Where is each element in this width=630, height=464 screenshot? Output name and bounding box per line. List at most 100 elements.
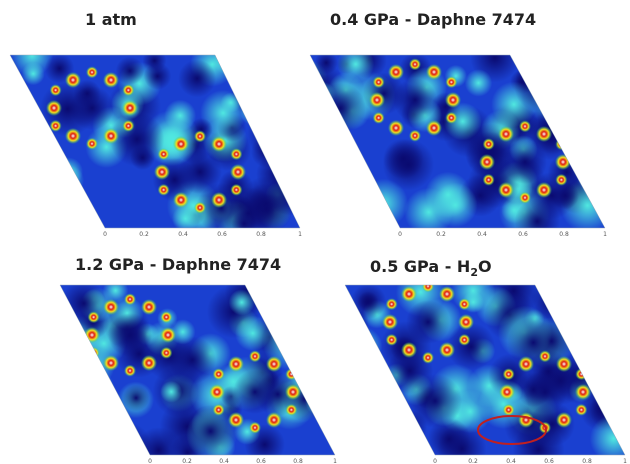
density-peak (50, 84, 62, 96)
ring-dark (233, 370, 277, 414)
density-peak (369, 92, 385, 108)
density-peak (536, 126, 552, 142)
density-blob (581, 69, 624, 112)
panel-title: 0.5 GPa - H2O (370, 257, 492, 279)
density-peak (479, 154, 495, 170)
density-peak (422, 280, 434, 292)
density-blob (278, 72, 321, 115)
density-peak (194, 130, 206, 142)
density-blob (0, 199, 25, 229)
density-blob (597, 302, 630, 353)
x-tick-label: 0 (398, 231, 402, 238)
density-blob (22, 148, 74, 200)
density-peak (65, 72, 81, 88)
x-tick-label: 0.4 (219, 458, 229, 464)
density-blob (392, 436, 416, 460)
density-peak (154, 164, 170, 180)
density-blob (22, 62, 45, 85)
density-peak (426, 64, 442, 80)
x-tick-label: 0 (103, 231, 107, 238)
density-peak (483, 174, 495, 186)
density-peak (556, 412, 572, 428)
density-blob (345, 327, 382, 364)
title-text: O (478, 257, 492, 276)
density-peak (386, 334, 398, 346)
density-peak (103, 299, 119, 315)
x-tick-label: 0.6 (256, 458, 266, 464)
density-peak (46, 100, 62, 116)
density-blob (576, 279, 606, 309)
density-peak (373, 76, 385, 88)
density-blob (144, 62, 172, 90)
density-blob (545, 79, 590, 124)
density-blob (61, 280, 107, 326)
density-blob (540, 58, 590, 108)
density-peak (122, 120, 134, 132)
density-blob (73, 344, 96, 367)
x-tick-label: 0.8 (293, 458, 303, 464)
density-peak (86, 66, 98, 78)
title-text: 0.5 GPa - H (370, 257, 470, 276)
x-tick-label: 0 (433, 458, 437, 464)
density-peak (483, 138, 495, 150)
title-text: 1 atm (85, 10, 137, 29)
density-peak (458, 298, 470, 310)
density-blob (320, 147, 355, 182)
density-peak (519, 120, 531, 132)
density-peak (122, 84, 134, 96)
density-blob (315, 351, 345, 381)
density-blob (61, 375, 97, 411)
panel-title: 1.2 GPa - Daphne 7474 (75, 255, 281, 274)
density-blob (34, 130, 54, 150)
density-peak (388, 64, 404, 80)
density-peak (439, 342, 455, 358)
density-peak (160, 347, 172, 359)
density-peak (173, 136, 189, 152)
density-peak (230, 148, 242, 160)
density-peak (409, 130, 421, 142)
density-blob (330, 401, 381, 452)
density-peak (555, 174, 567, 186)
x-tick-label: 0.8 (256, 231, 266, 238)
ring-dark (406, 300, 450, 344)
figure: 1 atm 0 0.2 0.4 0.6 0.8 1 0.4 GPa - Daphne 7474… (0, 0, 630, 464)
density-blob (38, 399, 91, 452)
density-blob (235, 315, 271, 351)
density-blob (599, 279, 624, 304)
density-blob (276, 106, 320, 150)
density-peak (422, 352, 434, 364)
density-peak (539, 350, 551, 362)
density-peak (266, 412, 282, 428)
density-blob (229, 289, 255, 315)
density-peak (249, 350, 261, 362)
x-tick-label: 1 (623, 458, 627, 464)
density-blob (571, 129, 612, 170)
density-blob (249, 79, 282, 112)
density-blob (3, 165, 48, 210)
density-blob (251, 135, 284, 168)
density-blob (73, 419, 117, 463)
density-blob (260, 101, 305, 146)
density-blob (315, 83, 366, 134)
density-peak (173, 192, 189, 208)
density-peak (409, 58, 421, 70)
x-tick-label: 0.2 (139, 231, 149, 238)
density-blob (264, 36, 311, 83)
density-peak (141, 355, 157, 371)
panel-title: 0.4 GPa - Daphne 7474 (330, 10, 536, 29)
density-peak (160, 311, 172, 323)
density-blob (339, 363, 390, 414)
density-peak (103, 128, 119, 144)
density-blob (582, 332, 615, 365)
x-tick-label: 0 (148, 458, 152, 464)
panel: 0.4 GPa - Daphne 747400.20.40.60.81 (293, 10, 624, 244)
density-blob (54, 340, 95, 381)
x-tick-label: 0.4 (506, 458, 516, 464)
density-blob (543, 39, 591, 87)
x-tick-label: 0.6 (217, 231, 227, 238)
density-blob (553, 60, 584, 91)
density-peak (519, 192, 531, 204)
x-tick-label: 0.2 (182, 458, 192, 464)
density-peak (88, 311, 100, 323)
